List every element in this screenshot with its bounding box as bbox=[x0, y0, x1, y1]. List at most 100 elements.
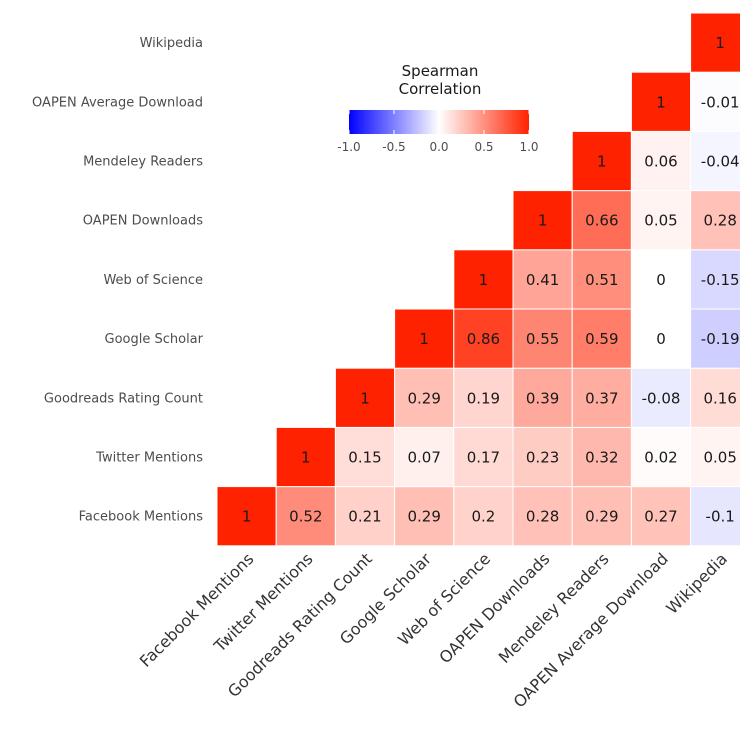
cell-twitter-mentions-web-of-science bbox=[453, 426, 514, 488]
cell-label-google-scholar-google-scholar: 1 bbox=[419, 330, 429, 348]
cell-label-facebook-mentions-oapen-average-download: 0.27 bbox=[644, 508, 677, 526]
y-tick-label-oapen-downloads: OAPEN Downloads bbox=[83, 214, 203, 229]
cell-label-facebook-mentions-oapen-downloads: 0.28 bbox=[526, 508, 559, 526]
cell-label-twitter-mentions-twitter-mentions: 1 bbox=[301, 449, 311, 467]
cell-label-twitter-mentions-google-scholar: 0.07 bbox=[407, 449, 440, 467]
cell-label-google-scholar-oapen-average-download: 0 bbox=[656, 330, 666, 348]
cell-google-scholar-oapen-downloads bbox=[512, 308, 573, 369]
y-tick-label-mendeley-readers: Mendeley Readers bbox=[83, 155, 203, 170]
cell-label-facebook-mentions-google-scholar: 0.29 bbox=[407, 508, 440, 526]
y-tick-label-google-scholar: Google Scholar bbox=[105, 332, 204, 347]
cell-label-facebook-mentions-web-of-science: 0.2 bbox=[471, 508, 495, 526]
cell-google-scholar-oapen-average-download bbox=[630, 308, 692, 369]
cell-label-twitter-mentions-goodreads-rating-count: 0.15 bbox=[348, 449, 381, 467]
y-tick-label-twitter-mentions: Twitter Mentions bbox=[95, 451, 203, 466]
cell-mendeley-readers-oapen-average-download bbox=[630, 130, 692, 192]
cell-label-google-scholar-oapen-downloads: 0.55 bbox=[526, 330, 559, 348]
cell-mendeley-readers-mendeley-readers bbox=[571, 130, 632, 192]
cell-label-twitter-mentions-mendeley-readers: 0.32 bbox=[585, 449, 618, 467]
cell-oapen-downloads-oapen-average-download bbox=[630, 190, 692, 251]
legend-tick-label: 1.0 bbox=[519, 140, 538, 154]
cell-goodreads-rating-count-web-of-science bbox=[453, 367, 514, 428]
x-tick-label-wikipedia: Wikipedia bbox=[662, 549, 731, 618]
cell-facebook-mentions-oapen-average-download bbox=[630, 486, 692, 547]
cell-facebook-mentions-wikipedia bbox=[690, 486, 740, 547]
cell-twitter-mentions-mendeley-readers bbox=[571, 426, 632, 488]
cell-label-wikipedia-wikipedia: 1 bbox=[715, 34, 725, 52]
x-tick-label-facebook-mentions: Facebook Mentions bbox=[136, 549, 258, 671]
cell-google-scholar-google-scholar bbox=[394, 308, 455, 369]
cell-label-facebook-mentions-mendeley-readers: 0.29 bbox=[585, 508, 618, 526]
y-tick-label-wikipedia: Wikipedia bbox=[140, 36, 203, 51]
cell-label-twitter-mentions-oapen-average-download: 0.02 bbox=[644, 449, 677, 467]
cell-label-google-scholar-mendeley-readers: 0.59 bbox=[585, 330, 618, 348]
cell-label-oapen-downloads-wikipedia: 0.28 bbox=[703, 212, 736, 230]
cell-label-mendeley-readers-mendeley-readers: 1 bbox=[597, 153, 607, 171]
cell-goodreads-rating-count-mendeley-readers bbox=[571, 367, 632, 428]
cell-goodreads-rating-count-goodreads-rating-count bbox=[334, 367, 396, 428]
cell-label-facebook-mentions-wikipedia: -0.1 bbox=[706, 508, 735, 526]
cell-label-mendeley-readers-oapen-average-download: 0.06 bbox=[644, 153, 677, 171]
cell-label-mendeley-readers-wikipedia: -0.04 bbox=[701, 153, 740, 171]
cell-label-facebook-mentions-goodreads-rating-count: 0.21 bbox=[348, 508, 381, 526]
cell-mendeley-readers-wikipedia bbox=[690, 130, 740, 192]
cell-goodreads-rating-count-oapen-downloads bbox=[512, 367, 573, 428]
cell-label-goodreads-rating-count-google-scholar: 0.29 bbox=[407, 389, 440, 407]
cell-label-oapen-average-download-oapen-average-download: 1 bbox=[656, 93, 666, 111]
y-tick-label-oapen-average-download: OAPEN Average Download bbox=[32, 95, 203, 110]
y-tick-label-facebook-mentions: Facebook Mentions bbox=[79, 510, 204, 525]
cell-label-goodreads-rating-count-oapen-average-download: -0.08 bbox=[642, 389, 681, 407]
cell-twitter-mentions-wikipedia bbox=[690, 426, 740, 488]
cell-web-of-science-wikipedia bbox=[690, 249, 740, 310]
legend-title: Spearman Correlation bbox=[340, 62, 540, 98]
cell-label-oapen-average-download-wikipedia: -0.01 bbox=[701, 93, 740, 111]
cell-label-google-scholar-web-of-science: 0.86 bbox=[467, 330, 500, 348]
cell-oapen-downloads-oapen-downloads bbox=[512, 190, 573, 251]
y-tick-label-goodreads-rating-count: Goodreads Rating Count bbox=[44, 391, 203, 406]
cell-label-google-scholar-wikipedia: -0.19 bbox=[701, 330, 740, 348]
cell-label-goodreads-rating-count-mendeley-readers: 0.37 bbox=[585, 389, 618, 407]
cell-wikipedia-wikipedia bbox=[690, 12, 740, 73]
x-tick-label-mendeley-readers: Mendeley Readers bbox=[495, 549, 613, 667]
legend-tick-label: -1.0 bbox=[337, 140, 360, 154]
legend-tick-label: 0.5 bbox=[474, 140, 493, 154]
cell-twitter-mentions-oapen-average-download bbox=[630, 426, 692, 488]
cell-goodreads-rating-count-oapen-average-download bbox=[630, 367, 692, 428]
cell-oapen-downloads-wikipedia bbox=[690, 190, 740, 251]
cell-label-oapen-downloads-mendeley-readers: 0.66 bbox=[585, 212, 618, 230]
cell-label-oapen-downloads-oapen-average-download: 0.05 bbox=[644, 212, 677, 230]
cell-twitter-mentions-oapen-downloads bbox=[512, 426, 573, 488]
cell-label-oapen-downloads-oapen-downloads: 1 bbox=[538, 212, 548, 230]
cell-label-web-of-science-oapen-downloads: 0.41 bbox=[526, 271, 559, 289]
cell-label-facebook-mentions-twitter-mentions: 0.52 bbox=[289, 508, 322, 526]
cell-web-of-science-oapen-downloads bbox=[512, 249, 573, 310]
cell-label-web-of-science-wikipedia: -0.15 bbox=[701, 271, 740, 289]
cell-facebook-mentions-mendeley-readers bbox=[571, 486, 632, 547]
cell-goodreads-rating-count-wikipedia bbox=[690, 367, 740, 428]
cell-twitter-mentions-twitter-mentions bbox=[275, 426, 336, 488]
x-tick-label-oapen-downloads: OAPEN Downloads bbox=[435, 549, 553, 667]
cell-label-goodreads-rating-count-web-of-science: 0.19 bbox=[467, 389, 500, 407]
cell-web-of-science-mendeley-readers bbox=[571, 249, 632, 310]
cell-google-scholar-web-of-science bbox=[453, 308, 514, 369]
cell-label-web-of-science-oapen-average-download: 0 bbox=[656, 271, 666, 289]
legend-tick-label: -0.5 bbox=[382, 140, 405, 154]
legend-title-line1: Spearman bbox=[401, 62, 479, 80]
cell-facebook-mentions-facebook-mentions bbox=[216, 486, 277, 547]
cell-label-goodreads-rating-count-wikipedia: 0.16 bbox=[703, 389, 736, 407]
cell-twitter-mentions-google-scholar bbox=[394, 426, 455, 488]
legend-tick-label: 0.0 bbox=[429, 140, 448, 154]
cell-label-twitter-mentions-web-of-science: 0.17 bbox=[467, 449, 500, 467]
cell-label-twitter-mentions-oapen-downloads: 0.23 bbox=[526, 449, 559, 467]
y-tick-label-web-of-science: Web of Science bbox=[103, 273, 203, 288]
cell-label-goodreads-rating-count-oapen-downloads: 0.39 bbox=[526, 389, 559, 407]
cell-twitter-mentions-goodreads-rating-count bbox=[334, 426, 396, 488]
cell-label-facebook-mentions-facebook-mentions: 1 bbox=[242, 508, 252, 526]
cell-label-twitter-mentions-wikipedia: 0.05 bbox=[703, 449, 736, 467]
legend-title-line2: Correlation bbox=[398, 80, 482, 98]
x-tick-label-twitter-mentions: Twitter Mentions bbox=[210, 549, 317, 656]
cell-label-web-of-science-web-of-science: 1 bbox=[479, 271, 489, 289]
cell-facebook-mentions-goodreads-rating-count bbox=[334, 486, 396, 547]
cell-label-web-of-science-mendeley-readers: 0.51 bbox=[585, 271, 618, 289]
